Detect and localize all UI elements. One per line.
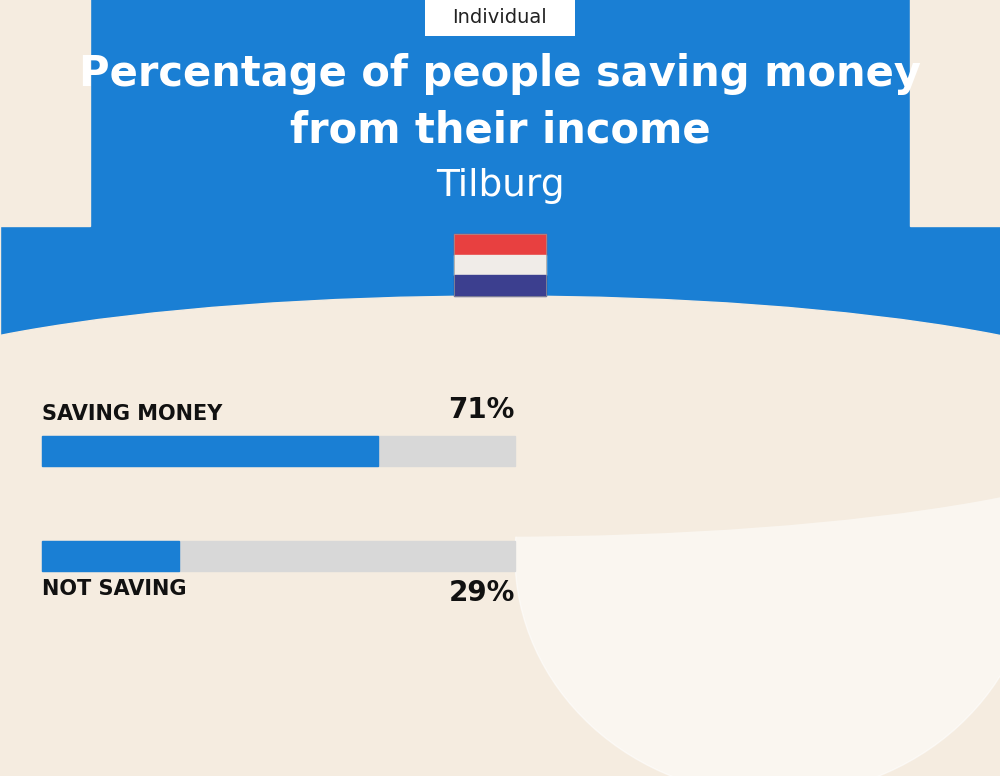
Bar xyxy=(910,0,1000,226)
Ellipse shape xyxy=(0,0,1000,576)
Bar xyxy=(454,234,546,255)
Bar xyxy=(0,0,1000,416)
FancyBboxPatch shape xyxy=(425,0,575,36)
Bar xyxy=(0,0,90,226)
Ellipse shape xyxy=(515,316,1000,776)
Text: 71%: 71% xyxy=(449,396,515,424)
Bar xyxy=(0,466,1000,776)
Bar xyxy=(42,541,515,571)
Text: from their income: from their income xyxy=(290,110,710,152)
Ellipse shape xyxy=(0,296,1000,536)
Text: SAVING MONEY: SAVING MONEY xyxy=(42,404,222,424)
Bar xyxy=(454,255,546,275)
Bar xyxy=(42,436,515,466)
Bar xyxy=(454,275,546,296)
Text: Percentage of people saving money: Percentage of people saving money xyxy=(79,53,921,95)
Bar xyxy=(42,436,378,466)
Text: NOT SAVING: NOT SAVING xyxy=(42,579,186,599)
Text: Individual: Individual xyxy=(453,9,547,27)
Text: 29%: 29% xyxy=(449,579,515,607)
Bar xyxy=(454,234,546,296)
Text: Tilburg: Tilburg xyxy=(436,168,564,204)
Bar xyxy=(42,541,179,571)
